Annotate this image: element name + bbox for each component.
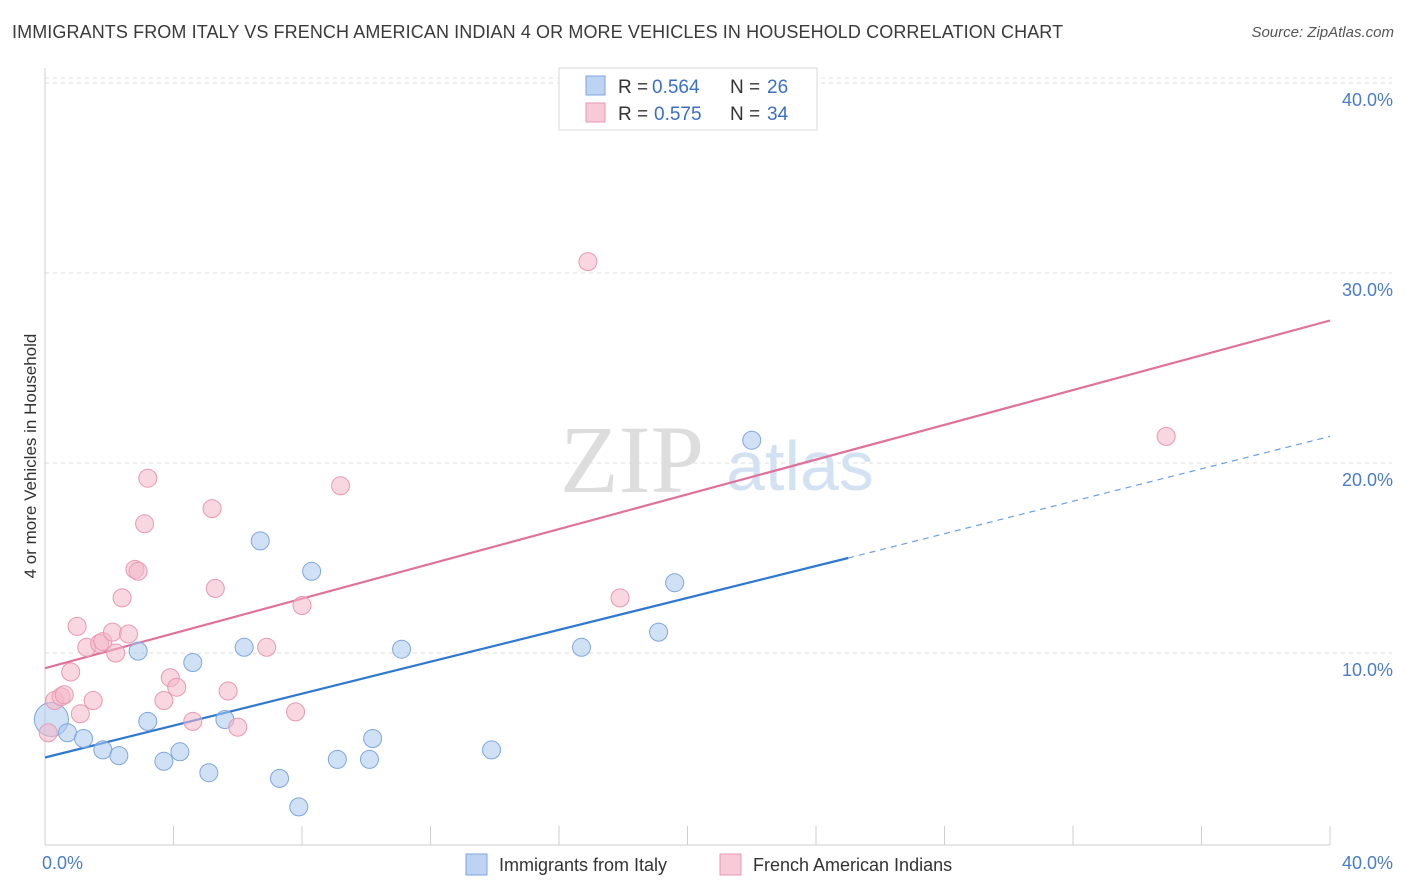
x-tick-label-min: 0.0% (42, 853, 83, 873)
bottom-legend: Immigrants from Italy French American In… (465, 853, 952, 876)
legend-n-label-italy: N = (730, 77, 760, 98)
legend-swatch-italy (585, 75, 606, 96)
legend: R = 0.564 N = 26 R = 0.575 N = 34 (558, 67, 818, 131)
point-french-32 (610, 588, 630, 608)
point-italy-1 (57, 723, 77, 743)
point-french-30 (331, 476, 351, 496)
point-french-4 (61, 662, 81, 682)
point-italy-4 (109, 746, 129, 766)
point-italy-12 (234, 637, 254, 657)
x-tick-label-max: 40.0% (1342, 853, 1393, 873)
chart-title: IMMIGRANTS FROM ITALY VS FRENCH AMERICAN… (12, 22, 1064, 42)
point-french-27 (257, 637, 277, 657)
watermark-zip: ZIP (560, 406, 704, 513)
bottom-legend-label-italy: Immigrants from Italy (499, 855, 667, 875)
point-french-5 (67, 616, 87, 636)
legend-r-value-french: 0.575 (654, 104, 702, 125)
point-french-23 (202, 499, 222, 519)
point-italy-3 (93, 740, 113, 760)
point-french-0 (38, 723, 58, 743)
bottom-legend-swatch-french (719, 853, 742, 876)
point-italy-22 (571, 637, 591, 657)
point-italy-7 (154, 751, 174, 771)
point-french-6 (70, 704, 90, 724)
y-tick-label-40: 40.0% (1342, 90, 1393, 110)
y-tick-label-10: 10.0% (1342, 660, 1393, 680)
point-italy-21 (482, 740, 502, 760)
trend-lines (44, 319, 1331, 759)
point-french-14 (119, 624, 139, 644)
legend-swatch-french (585, 102, 606, 123)
point-french-11 (106, 643, 126, 663)
point-italy-18 (359, 749, 379, 769)
legend-r-label-french: R = (618, 104, 648, 125)
point-french-31 (578, 252, 598, 272)
trend-line-extension-0 (847, 435, 1331, 559)
y-axis-label: 4 or more Vehicles in Household (21, 334, 40, 579)
point-french-16 (128, 561, 148, 581)
point-french-17 (135, 514, 155, 534)
bottom-legend-swatch-italy (465, 853, 488, 876)
point-french-18 (138, 468, 158, 488)
point-italy-2 (74, 729, 94, 748)
bottom-legend-label-french: French American Indians (753, 855, 952, 875)
trend-line-1 (44, 319, 1331, 670)
grid-lines (45, 77, 1392, 654)
chart-source: Source: ZipAtlas.com (1251, 24, 1394, 41)
legend-r-label-italy: R = (618, 77, 648, 98)
point-french-33 (1156, 426, 1176, 446)
point-italy-15 (289, 797, 309, 817)
point-italy-14 (270, 768, 290, 788)
point-italy-16 (302, 561, 322, 581)
point-french-21 (167, 677, 187, 697)
point-french-12 (102, 622, 122, 642)
point-french-29 (292, 596, 312, 615)
point-french-25 (218, 681, 238, 701)
point-french-3 (54, 685, 74, 705)
y-tick-label-30: 30.0% (1342, 280, 1393, 300)
point-french-26 (228, 717, 248, 737)
point-italy-19 (363, 729, 383, 748)
point-italy-25 (742, 430, 762, 450)
point-italy-23 (649, 622, 669, 642)
point-italy-13 (250, 531, 270, 551)
legend-r-value-italy: 0.564 (652, 77, 700, 98)
point-italy-17 (327, 749, 347, 769)
legend-n-value-italy: 26 (767, 77, 788, 98)
tick-labels: 10.0% 20.0% 30.0% 40.0% 0.0% 40.0% (42, 90, 1393, 873)
point-french-24 (205, 578, 225, 598)
data-points (33, 252, 1176, 817)
y-tick-label-20: 20.0% (1342, 470, 1393, 490)
point-italy-20 (392, 639, 412, 659)
trend-line-0 (44, 556, 849, 759)
point-french-22 (183, 711, 203, 731)
point-french-19 (154, 691, 174, 710)
point-italy-10 (199, 763, 219, 783)
point-italy-24 (665, 573, 685, 593)
legend-n-label-french: N = (730, 104, 760, 125)
point-french-13 (112, 588, 132, 608)
point-italy-8 (170, 742, 190, 762)
point-italy-9 (183, 653, 203, 672)
legend-n-value-french: 34 (767, 104, 789, 125)
point-italy-6 (138, 711, 158, 731)
watermark: ZIP atlas (560, 406, 874, 513)
point-french-8 (83, 691, 103, 710)
point-italy-5 (128, 641, 148, 661)
point-french-28 (286, 702, 306, 722)
